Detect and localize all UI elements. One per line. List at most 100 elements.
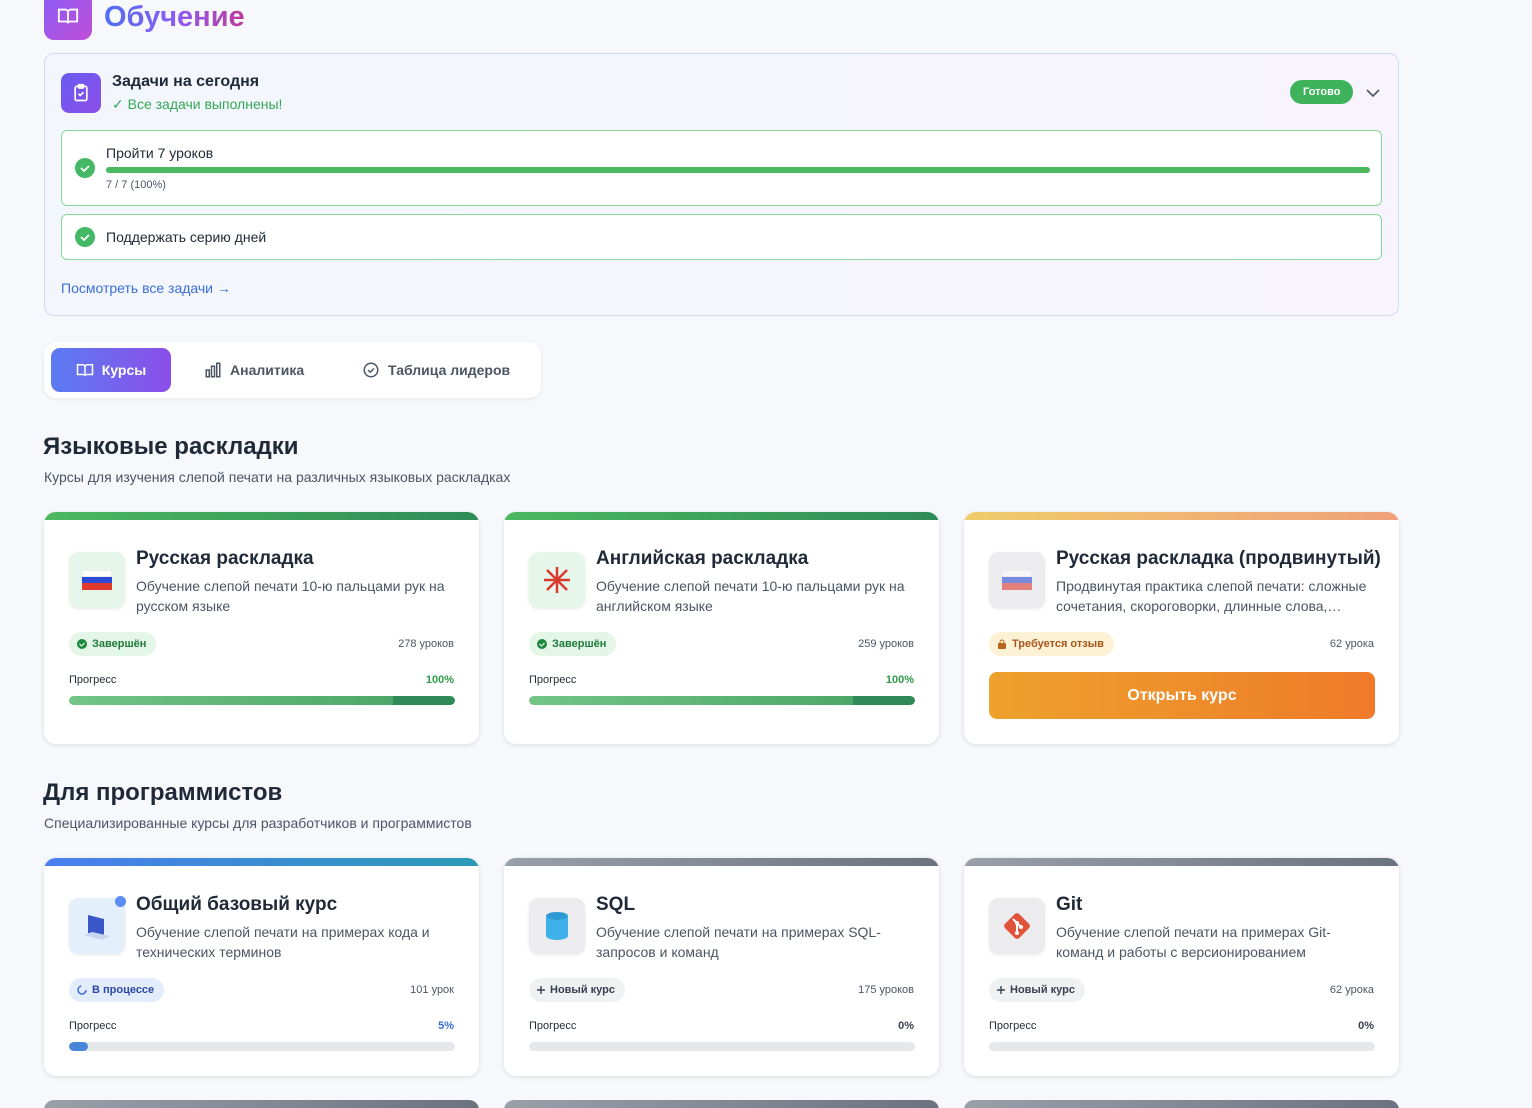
course-badge: Завершён bbox=[529, 632, 617, 656]
badge-label: Новый курс bbox=[1010, 984, 1075, 996]
course-badge: Завершён bbox=[69, 632, 157, 656]
card-strip bbox=[44, 512, 479, 520]
progress-track bbox=[529, 696, 915, 705]
card-peek bbox=[964, 1100, 1399, 1108]
course-card[interactable]: Git Обучение слепой печати на примерах Gi… bbox=[964, 858, 1399, 1076]
status-dot bbox=[115, 896, 126, 907]
course-title: Английская раскладка bbox=[596, 548, 809, 569]
progress-track bbox=[529, 1042, 915, 1051]
check-icon bbox=[75, 227, 95, 247]
task-item: Поддержать серию дней bbox=[61, 214, 1382, 260]
course-icon bbox=[989, 552, 1045, 608]
card-strip bbox=[964, 512, 1399, 520]
tasks-status: ✓ Все задачи выполнены! bbox=[112, 96, 283, 112]
course-card[interactable]: Русская раскладка Обучение слепой печати … bbox=[44, 512, 479, 744]
card-strip bbox=[504, 858, 939, 866]
course-title: Русская раскладка (продвинутый) bbox=[1056, 548, 1381, 569]
progress-value: 0% bbox=[898, 1020, 914, 1032]
section-title: Для программистов bbox=[43, 779, 283, 806]
lesson-count: 259 уроков bbox=[858, 638, 914, 650]
course-description: Обучение слепой печати на примерах Git-к… bbox=[1056, 924, 1331, 960]
tab-label: Таблица лидеров bbox=[388, 362, 511, 378]
course-icon bbox=[69, 898, 125, 954]
tab[interactable]: Курсы bbox=[51, 348, 171, 392]
page-title: Обучение bbox=[104, 1, 245, 33]
course-title: Общий базовый курс bbox=[136, 894, 338, 915]
check-icon bbox=[75, 158, 95, 178]
progress-label: Прогресс bbox=[529, 1020, 577, 1032]
badge-label: Требуется отзыв bbox=[1012, 638, 1104, 650]
progress-value: 0% bbox=[1358, 1020, 1374, 1032]
card-strip bbox=[44, 858, 479, 866]
card-peek bbox=[504, 1100, 939, 1108]
badge-label: Новый курс bbox=[550, 984, 615, 996]
course-description: Обучение слепой печати 10-ю пальцами рук… bbox=[136, 578, 445, 614]
course-card[interactable]: Русская раскладка (продвинутый) Продвинут… bbox=[964, 512, 1399, 744]
course-badge: Новый курс bbox=[989, 978, 1085, 1002]
task-track bbox=[106, 167, 1370, 173]
course-description: Обучение слепой печати на примерах SQL-з… bbox=[596, 924, 881, 960]
course-card[interactable]: Общий базовый курс Обучение слепой печати… bbox=[44, 858, 479, 1076]
course-title: Git bbox=[1056, 894, 1083, 915]
tasks-panel: Задачи на сегодня ✓ Все задачи выполнены… bbox=[44, 53, 1399, 316]
all-tasks-link[interactable]: Посмотреть все задачи → bbox=[61, 280, 231, 296]
section-subtitle: Специализированные курсы для разработчик… bbox=[44, 815, 472, 831]
tab[interactable]: Таблица лидеров bbox=[348, 348, 524, 392]
card-peek bbox=[44, 1100, 479, 1108]
progress-value: 5% bbox=[438, 1020, 454, 1032]
progress-bar bbox=[69, 696, 455, 705]
card-strip bbox=[964, 858, 1399, 866]
course-badge: Новый курс bbox=[529, 978, 625, 1002]
header-icon bbox=[44, 0, 92, 40]
course-title: SQL bbox=[596, 894, 636, 915]
task-progress-label: 7 / 7 (100%) bbox=[106, 179, 166, 191]
progress-track bbox=[69, 1042, 455, 1051]
lesson-count: 101 урок bbox=[410, 984, 454, 996]
progress-track bbox=[989, 1042, 1375, 1051]
badge-label: В процессе bbox=[92, 984, 155, 996]
card-strip bbox=[504, 512, 939, 520]
progress-label: Прогресс bbox=[529, 674, 577, 686]
task-label: Поддержать серию дней bbox=[106, 229, 267, 245]
tab-label: Курсы bbox=[101, 362, 147, 378]
course-description: Продвинутая практика слепой печати: слож… bbox=[1056, 578, 1367, 614]
course-card[interactable]: Английская раскладка Обучение слепой печа… bbox=[504, 512, 939, 744]
tab-label: Аналитика bbox=[230, 362, 305, 378]
progress-label: Прогресс bbox=[69, 674, 117, 686]
course-icon bbox=[529, 898, 585, 954]
course-icon bbox=[529, 552, 585, 608]
lesson-count: 62 урока bbox=[1329, 638, 1374, 650]
course-icon bbox=[989, 898, 1045, 954]
progress-bar bbox=[69, 1042, 89, 1051]
progress-bar bbox=[529, 696, 915, 705]
course-card[interactable]: SQL Обучение слепой печати на примерах SQ… bbox=[504, 858, 939, 1076]
section-subtitle: Курсы для изучения слепой печати на разл… bbox=[44, 469, 511, 485]
lesson-count: 175 уроков bbox=[858, 984, 914, 996]
lesson-count: 62 урока bbox=[1329, 984, 1374, 996]
course-badge: В процессе bbox=[69, 978, 165, 1002]
tabs: Курсы Аналитика Таблица лидеров bbox=[44, 342, 541, 398]
progress-value: 100% bbox=[425, 674, 454, 686]
progress-label: Прогресс bbox=[69, 1020, 117, 1032]
open-course-button[interactable]: Открыть курс bbox=[989, 672, 1375, 719]
task-label: Пройти 7 уроков bbox=[106, 145, 214, 161]
tasks-icon bbox=[61, 73, 101, 113]
course-title: Русская раскладка bbox=[136, 548, 314, 569]
task-progress-bar bbox=[106, 167, 1370, 173]
tasks-badge: Готово bbox=[1290, 80, 1354, 104]
tab[interactable]: Аналитика bbox=[190, 348, 318, 392]
progress-track bbox=[69, 696, 455, 705]
collapse-chevron[interactable] bbox=[1365, 85, 1381, 101]
task-item: Пройти 7 уроков 7 / 7 (100%) bbox=[61, 130, 1382, 206]
lesson-count: 278 уроков bbox=[398, 638, 454, 650]
course-description: Обучение слепой печати на примерах кода … bbox=[136, 924, 430, 960]
course-badge: Требуется отзыв bbox=[989, 632, 1114, 656]
course-description: Обучение слепой печати 10-ю пальцами рук… bbox=[596, 578, 905, 614]
badge-label: Завершён bbox=[92, 638, 147, 650]
course-icon bbox=[69, 552, 125, 608]
section-title: Языковые раскладки bbox=[43, 433, 299, 460]
progress-label: Прогресс bbox=[989, 1020, 1037, 1032]
